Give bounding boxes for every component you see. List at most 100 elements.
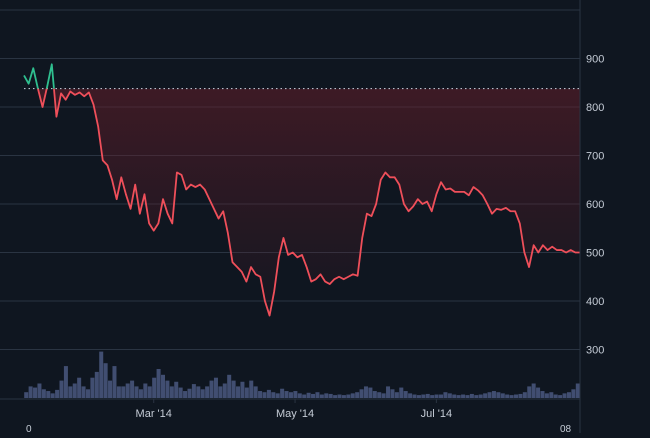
volume-bar bbox=[222, 383, 227, 398]
volume-bar bbox=[68, 386, 73, 398]
volume-bar bbox=[28, 386, 33, 398]
volume-bar bbox=[381, 393, 386, 398]
volume-bar bbox=[505, 394, 510, 398]
volume-bar bbox=[355, 392, 360, 398]
volume-bar bbox=[178, 387, 183, 398]
volume-bar bbox=[483, 393, 488, 398]
volume-bar bbox=[536, 387, 541, 398]
volume-bar bbox=[377, 392, 382, 398]
volume-bar bbox=[408, 393, 413, 398]
volume-bar bbox=[421, 394, 426, 398]
volume-bar bbox=[143, 383, 148, 398]
volume-bar bbox=[99, 351, 104, 398]
volume-bar bbox=[531, 383, 536, 398]
volume-bar bbox=[571, 389, 576, 398]
volume-bar bbox=[196, 386, 201, 398]
volume-bar bbox=[311, 393, 316, 398]
volume-bar bbox=[284, 391, 289, 398]
volume-bar bbox=[540, 391, 545, 398]
volume-bar bbox=[262, 392, 267, 398]
volume-bar bbox=[474, 395, 479, 398]
volume-bar bbox=[183, 391, 188, 398]
x-tick-label: Mar '14 bbox=[136, 408, 172, 420]
volume-bar bbox=[416, 395, 421, 398]
volume-bar bbox=[487, 392, 492, 398]
volume-bar bbox=[438, 394, 443, 398]
volume-bar bbox=[50, 393, 55, 398]
volume-bar bbox=[527, 386, 532, 398]
volume-bar bbox=[461, 394, 466, 398]
x-edge-label-right: 08 bbox=[560, 424, 572, 433]
volume-bar bbox=[33, 387, 38, 398]
volume-bar bbox=[333, 395, 338, 398]
volume-bar bbox=[116, 386, 121, 398]
volume-bar bbox=[37, 383, 42, 398]
volume-bar bbox=[465, 395, 470, 398]
volume-bar bbox=[566, 392, 571, 398]
volume-bar bbox=[434, 394, 439, 398]
volume-bar bbox=[280, 388, 285, 398]
area-fill-below-baseline bbox=[24, 88, 580, 316]
volume-bar bbox=[399, 387, 404, 398]
volume-bar bbox=[200, 389, 205, 398]
volume-layer bbox=[24, 351, 580, 398]
volume-bar bbox=[275, 393, 280, 398]
y-tick-label: 600 bbox=[586, 199, 604, 211]
volume-bar bbox=[244, 387, 249, 398]
series-line-below-baseline bbox=[36, 88, 580, 317]
volume-bar bbox=[328, 393, 333, 398]
volume-bar bbox=[156, 369, 161, 398]
volume-bar bbox=[341, 395, 346, 398]
volume-bar bbox=[165, 380, 170, 398]
volume-bar bbox=[41, 389, 46, 398]
volume-bar bbox=[125, 383, 130, 398]
volume-bar bbox=[72, 383, 77, 398]
volume-bar bbox=[456, 395, 461, 398]
volume-bar bbox=[549, 392, 554, 398]
volume-bar bbox=[514, 394, 519, 398]
volume-bar bbox=[108, 380, 113, 398]
area-layer bbox=[24, 88, 580, 316]
volume-bar bbox=[562, 393, 567, 398]
y-tick-label: 500 bbox=[586, 248, 604, 260]
volume-bar bbox=[205, 386, 210, 398]
volume-bar bbox=[271, 392, 276, 398]
volume-bar bbox=[297, 393, 302, 398]
volume-bar bbox=[209, 380, 214, 398]
volume-bar bbox=[253, 386, 258, 398]
volume-bar bbox=[147, 386, 152, 398]
volume-bar bbox=[24, 392, 29, 398]
volume-bar bbox=[363, 386, 368, 398]
volume-bar bbox=[447, 393, 452, 398]
y-tick-label: 400 bbox=[586, 296, 604, 308]
volume-bar bbox=[553, 394, 558, 398]
volume-bar bbox=[443, 392, 448, 398]
volume-bar bbox=[315, 392, 320, 398]
volume-bar bbox=[337, 394, 342, 398]
volume-bar bbox=[575, 383, 580, 398]
volume-bar bbox=[469, 393, 474, 398]
x-tick-label: May '14 bbox=[276, 408, 314, 420]
volume-bar bbox=[258, 391, 263, 398]
volume-bar bbox=[77, 377, 82, 398]
volume-bar bbox=[509, 395, 514, 398]
volume-bar bbox=[544, 393, 549, 398]
volume-bar bbox=[350, 393, 355, 398]
volume-bar bbox=[103, 363, 108, 398]
volume-bar bbox=[63, 366, 68, 398]
volume-bar bbox=[249, 380, 254, 398]
volume-bar bbox=[213, 377, 218, 398]
volume-bar bbox=[412, 394, 417, 398]
volume-bar bbox=[227, 374, 232, 398]
volume-bar bbox=[346, 394, 351, 398]
volume-bar bbox=[138, 389, 143, 398]
volume-bar bbox=[240, 381, 245, 398]
volume-bar bbox=[90, 377, 95, 398]
volume-bar bbox=[452, 394, 457, 398]
volume-bar bbox=[112, 366, 117, 398]
x-edge-label-left: 0 bbox=[26, 424, 32, 433]
volume-bar bbox=[130, 380, 135, 398]
volume-bar bbox=[491, 391, 496, 398]
